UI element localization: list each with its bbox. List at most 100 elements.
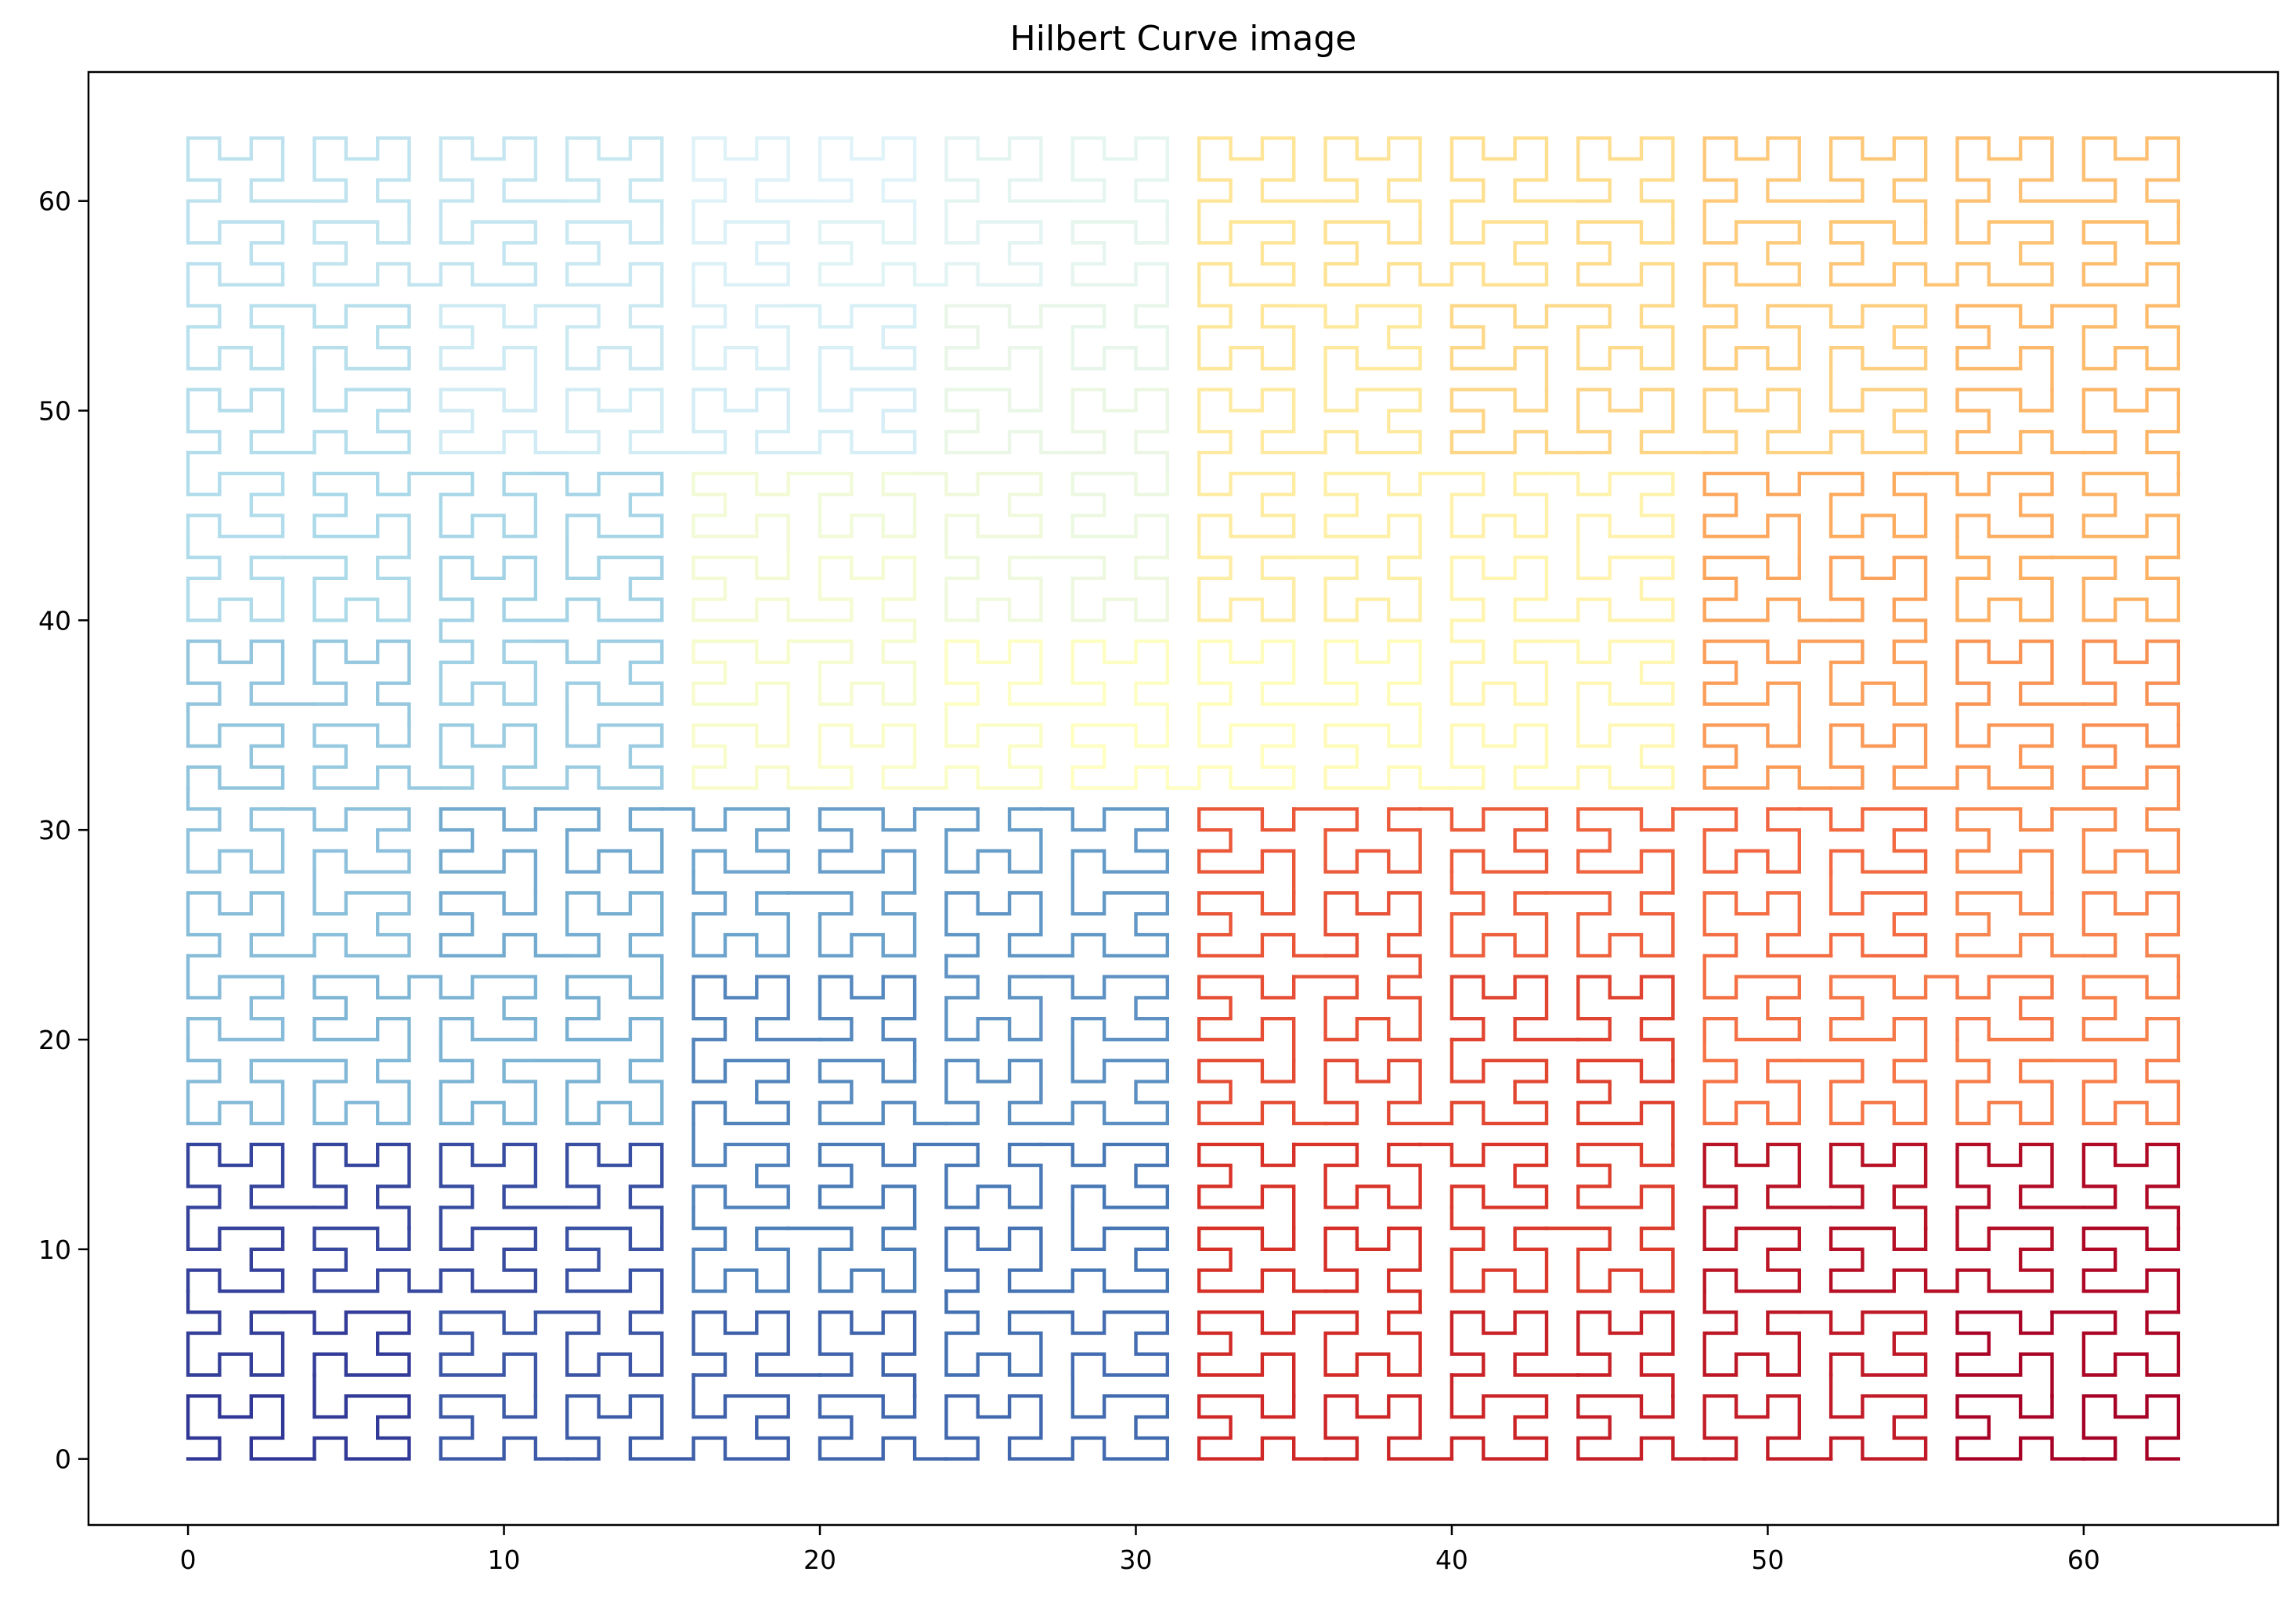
y-tick-label: 50	[38, 396, 71, 427]
curve-segment	[1449, 975, 1580, 1042]
curve-segment	[1039, 1310, 1169, 1377]
curve-segment	[1702, 136, 1833, 203]
curve-segment	[1197, 136, 1327, 203]
curve-segment	[1828, 1226, 1959, 1293]
curve-segment	[944, 136, 1074, 203]
curve-segment	[691, 1206, 790, 1293]
curve-segment	[1702, 1037, 1801, 1126]
curve-segment	[2081, 891, 2181, 979]
curve-segment	[1070, 870, 1169, 958]
x-tick-label: 10	[488, 1545, 521, 1575]
curve-segment	[944, 1058, 1074, 1126]
curve-segment	[1955, 1310, 2054, 1398]
curve-segment	[1797, 1310, 1928, 1377]
curve-segment	[1702, 1289, 1801, 1377]
curve-segment	[1323, 471, 1422, 560]
curve-segment	[1544, 1226, 1675, 1293]
curve-segment	[944, 388, 1074, 455]
curve-segment	[1418, 471, 1549, 539]
curve-segment	[1544, 471, 1675, 539]
curve-segment	[1197, 450, 1296, 539]
x-tick-label: 50	[1751, 1545, 1784, 1575]
curve-segment	[1576, 975, 1675, 1062]
curve-segment	[1955, 199, 2054, 287]
curve-segment	[1828, 136, 1928, 224]
curve-segment	[1576, 136, 1675, 224]
curve-segment	[1576, 1394, 1706, 1461]
curve-segment	[565, 1142, 664, 1231]
curve-segment	[1449, 304, 1549, 391]
curve-segment	[1702, 471, 1801, 560]
curve-segment	[565, 891, 664, 979]
y-axis: 0 10 20 30 40 50 60	[38, 186, 88, 1475]
curve-segment	[1323, 891, 1422, 979]
curve-segment	[186, 388, 316, 455]
curve-segment	[2050, 807, 2181, 874]
curve-segment	[407, 471, 538, 539]
curve-segment	[439, 1394, 569, 1461]
curve-segment	[186, 1037, 285, 1126]
curve-segment	[1449, 199, 1549, 287]
curve-segment	[312, 471, 411, 560]
curve-segment	[1955, 388, 2086, 455]
curve-segment	[1449, 1206, 1549, 1293]
curve-segment	[1576, 807, 1675, 895]
curve-segment	[1449, 555, 1580, 622]
curve-segment	[186, 199, 285, 287]
curve-segment	[1955, 807, 2054, 895]
curve-segment	[565, 388, 695, 455]
curve-segment	[186, 786, 285, 874]
curve-segment	[1197, 1058, 1327, 1126]
curve-segment	[2081, 1394, 2181, 1461]
curve-segment	[1544, 304, 1675, 371]
curve-segment	[186, 1289, 285, 1377]
curve-segment	[186, 283, 285, 371]
curve-segment	[1828, 870, 1928, 958]
curve-segment	[1576, 535, 1675, 622]
curve-segment	[1702, 388, 1833, 455]
curve-segment	[2081, 220, 2181, 308]
curve-segment	[944, 1226, 1074, 1293]
curve-segment	[280, 1310, 411, 1377]
curve-segment	[818, 220, 948, 287]
curve-segment	[1702, 1206, 1801, 1293]
curve-segment	[565, 702, 664, 790]
curve-segment	[1449, 723, 1580, 790]
curve-segment	[691, 555, 822, 622]
curve-segment	[691, 723, 822, 790]
curve-segment	[2050, 304, 2181, 371]
curve-segment	[818, 555, 917, 643]
curve-segment	[786, 471, 917, 539]
hilbert-curve	[186, 136, 2181, 1461]
curve-segment	[1576, 388, 1706, 455]
curve-segment	[565, 1394, 695, 1461]
curve-segment	[439, 388, 569, 455]
curve-segment	[1039, 807, 1169, 874]
curve-segment	[1797, 807, 1928, 874]
curve-segment	[1955, 304, 2054, 391]
curve-segment	[186, 450, 285, 539]
curve-segment	[1702, 639, 1801, 727]
curve-segment	[312, 723, 443, 790]
curve-segment	[818, 975, 917, 1062]
curve-segment	[1292, 1142, 1422, 1209]
x-tick-label: 60	[2067, 1545, 2100, 1575]
curve-segment	[1702, 283, 1801, 371]
curve-segment	[407, 975, 538, 1042]
curve-segment	[1702, 1142, 1833, 1209]
curve-segment	[533, 304, 664, 371]
curve-segment	[1197, 702, 1296, 790]
curve-segment	[1197, 1394, 1327, 1461]
curve-segment	[1070, 723, 1201, 790]
x-tick-label: 40	[1435, 1545, 1468, 1575]
curve-segment	[1955, 639, 2086, 706]
curve-segment	[691, 870, 790, 958]
curve-segment	[786, 1226, 917, 1293]
y-tick-label: 20	[38, 1025, 71, 1055]
curve-segment	[691, 1121, 790, 1209]
curve-segment	[312, 1142, 411, 1231]
curve-segment	[1070, 1373, 1169, 1461]
curve-segment	[1797, 471, 1928, 539]
curve-segment	[1955, 535, 2054, 622]
curve-segment	[786, 639, 917, 706]
